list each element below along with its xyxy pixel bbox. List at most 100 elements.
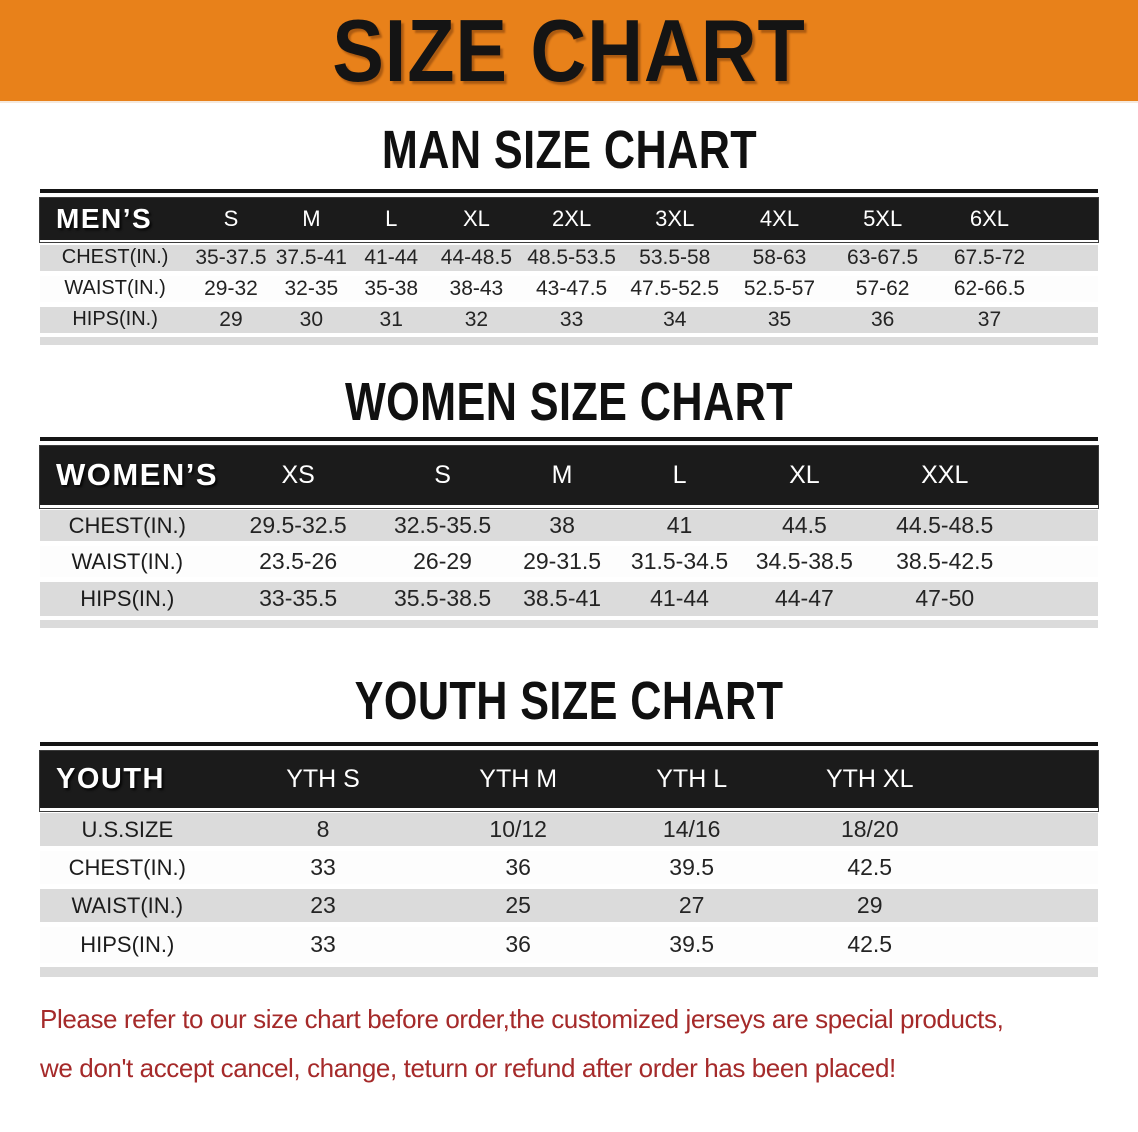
size-column-header: XL [462, 205, 490, 231]
note-line-1: Please refer to our size chart before or… [40, 1003, 1004, 1034]
measure-value-cell: 26-29 [381, 541, 504, 580]
measure-value-cell: 41-44 [620, 577, 739, 616]
measure-value-cell: 29.5-32.5 [214, 505, 382, 544]
measure-value-cell: 41-44 [351, 239, 432, 273]
measure-value-cell: 32 [431, 301, 522, 333]
measure-row: HIPS(IN.) 33-35.5 35.5-38.5 38.5-41 41-44 44-… [40, 577, 1098, 616]
measure-value-cell: 37.5-41 [271, 239, 352, 273]
measure-value-cell: 38-43 [431, 270, 522, 304]
measure-value-cell: 30 [271, 301, 352, 333]
youth-size-table: YOUTH YTH S YTH M YTH L YTH XL U.S.SIZE 8 10/12… [39, 742, 1099, 977]
measure-row-label: CHEST(IN.) [40, 846, 215, 887]
size-column-header: 2XL [552, 205, 592, 231]
measure-row: HIPS(IN.) 29 30 31 32 33 34 35 36 37 [40, 301, 1098, 333]
women-size-table: WOMEN’S XS S M L XL XXL CHEST(IN.) 29.5-32.5 32.5… [39, 437, 1099, 628]
measure-value-cell: 35.5-38.5 [381, 577, 504, 616]
measure-row-label: HIPS(IN.) [40, 577, 215, 616]
size-column-header: 5XL [863, 205, 903, 231]
section-men: MAN SIZE CHART MEN’S S M L XL 2XL 3XL 4XL 5XL 6XL… [0, 123, 1138, 345]
measure-value-cell: 35 [727, 301, 832, 333]
measure-value-cell: 43-47.5 [521, 270, 622, 304]
measure-row-label: HIPS(IN.) [40, 301, 191, 333]
measure-row: WAIST(IN.) 29-32 32-35 35-38 38-43 43-47.5 47.… [40, 270, 1098, 304]
footer-note: Please refer to our size chart before or… [40, 995, 1138, 1093]
table-corner-label: MEN’S [56, 202, 153, 234]
size-column-header: 6XL [969, 205, 1010, 231]
measure-value-cell: 32.5-35.5 [381, 505, 504, 544]
measure-row-label: WAIST(IN.) [40, 270, 191, 304]
women-section-heading: WOMEN SIZE CHART [0, 375, 1138, 429]
measure-value-cell: 33-35.5 [214, 577, 382, 616]
measure-value-cell: 23 [214, 884, 432, 925]
measure-value-cell: 41 [620, 505, 739, 544]
size-column-header: 3XL [655, 205, 695, 231]
measure-value-cell: 38.5-42.5 [870, 541, 1098, 580]
measure-value-cell: 36 [831, 301, 934, 333]
measure-value-cell: 58-63 [727, 239, 832, 273]
measure-value-cell: 8 [214, 808, 432, 849]
measure-value-cell: 42.5 [778, 922, 1098, 963]
measure-value-cell: 44.5 [738, 505, 871, 544]
measure-value-cell: 44-48.5 [431, 239, 522, 273]
measure-row-label: CHEST(IN.) [40, 239, 191, 273]
measure-value-cell: 31.5-34.5 [620, 541, 739, 580]
size-column-header: M [551, 460, 573, 489]
measure-value-cell: 34 [621, 301, 728, 333]
size-column-header: L [672, 460, 687, 489]
measure-value-cell: 23.5-26 [214, 541, 382, 580]
measure-value-cell: 29 [190, 301, 272, 333]
measure-value-cell: 42.5 [778, 846, 1098, 887]
size-column-header: YTH XL [825, 764, 914, 793]
table-corner-label: YOUTH [56, 762, 165, 795]
section-youth: YOUTH SIZE CHART YOUTH YTH S YTH M YTH L YTH… [0, 674, 1138, 977]
measure-value-cell: 34.5-38.5 [738, 541, 871, 580]
measure-value-cell: 36 [431, 922, 605, 963]
measure-value-cell: 38 [503, 505, 621, 544]
size-column-header: XL [789, 460, 820, 489]
size-chart-image: SIZE CHART MAN SIZE CHART MEN’S S M L XL 2XL 3… [0, 0, 1138, 1093]
table-header-row: MEN’S S M L XL 2XL 3XL 4XL 5XL 6XL [39, 197, 1099, 243]
banner: SIZE CHART [0, 0, 1138, 103]
size-column-header: M [302, 205, 321, 231]
measure-row-label: WAIST(IN.) [40, 884, 215, 925]
measure-row: HIPS(IN.) 33 36 39.5 42.5 [40, 922, 1098, 963]
size-table: WOMEN’S XS S M L XL XXL CHEST(IN.) 29.5-32.5 32.5… [39, 444, 1099, 616]
measure-row: CHEST(IN.) 29.5-32.5 32.5-35.5 38 41 44.5 44.5… [40, 505, 1098, 544]
measure-row: WAIST(IN.) 23.5-26 26-29 29-31.5 31.5-34.5 34… [40, 541, 1098, 580]
measure-value-cell: 25 [431, 884, 605, 925]
measure-value-cell: 38.5-41 [503, 577, 621, 616]
size-column-header: 4XL [759, 205, 800, 231]
measure-value-cell: 33 [521, 301, 622, 333]
size-table: YOUTH YTH S YTH M YTH L YTH XL U.S.SIZE 8 10/12… [39, 749, 1099, 963]
note-line-2: we don't accept cancel, change, teturn o… [40, 1052, 896, 1083]
measure-value-cell: 36 [431, 846, 605, 887]
table-header-row: YOUTH YTH S YTH M YTH L YTH XL [39, 749, 1099, 812]
measure-value-cell: 10/12 [431, 808, 605, 849]
measure-value-cell: 44.5-48.5 [870, 505, 1098, 544]
measure-value-cell: 27 [604, 884, 779, 925]
size-column-header: XS [281, 460, 315, 489]
measure-row-label: HIPS(IN.) [40, 922, 215, 963]
measure-value-cell: 37 [933, 301, 1098, 333]
measure-value-cell: 39.5 [604, 922, 779, 963]
measure-value-cell: 33 [214, 846, 432, 887]
measure-value-cell: 39.5 [604, 846, 779, 887]
section-women: WOMEN SIZE CHART WOMEN’S XS S M L XL XXL CHEST(… [0, 375, 1138, 628]
measure-value-cell: 29-31.5 [503, 541, 621, 580]
size-column-header: XXL [921, 460, 969, 489]
men-size-table: MEN’S S M L XL 2XL 3XL 4XL 5XL 6XL CHEST(IN.) 35-37… [39, 189, 1099, 345]
measure-value-cell: 29-32 [190, 270, 272, 304]
measure-value-cell: 31 [351, 301, 432, 333]
measure-value-cell: 33 [214, 922, 432, 963]
men-section-heading-text: MAN SIZE CHART [381, 120, 757, 180]
size-column-header: YTH L [656, 764, 728, 793]
measure-value-cell: 32-35 [271, 270, 352, 304]
size-column-header: YTH S [286, 764, 360, 793]
table-header-row: WOMEN’S XS S M L XL XXL [39, 444, 1099, 509]
measure-value-cell: 14/16 [604, 808, 779, 849]
measure-value-cell: 35-38 [351, 270, 432, 304]
measure-value-cell: 63-67.5 [831, 239, 934, 273]
table-corner-label: WOMEN’S [56, 457, 219, 493]
measure-value-cell: 35-37.5 [190, 239, 272, 273]
measure-row-label: CHEST(IN.) [40, 505, 215, 544]
